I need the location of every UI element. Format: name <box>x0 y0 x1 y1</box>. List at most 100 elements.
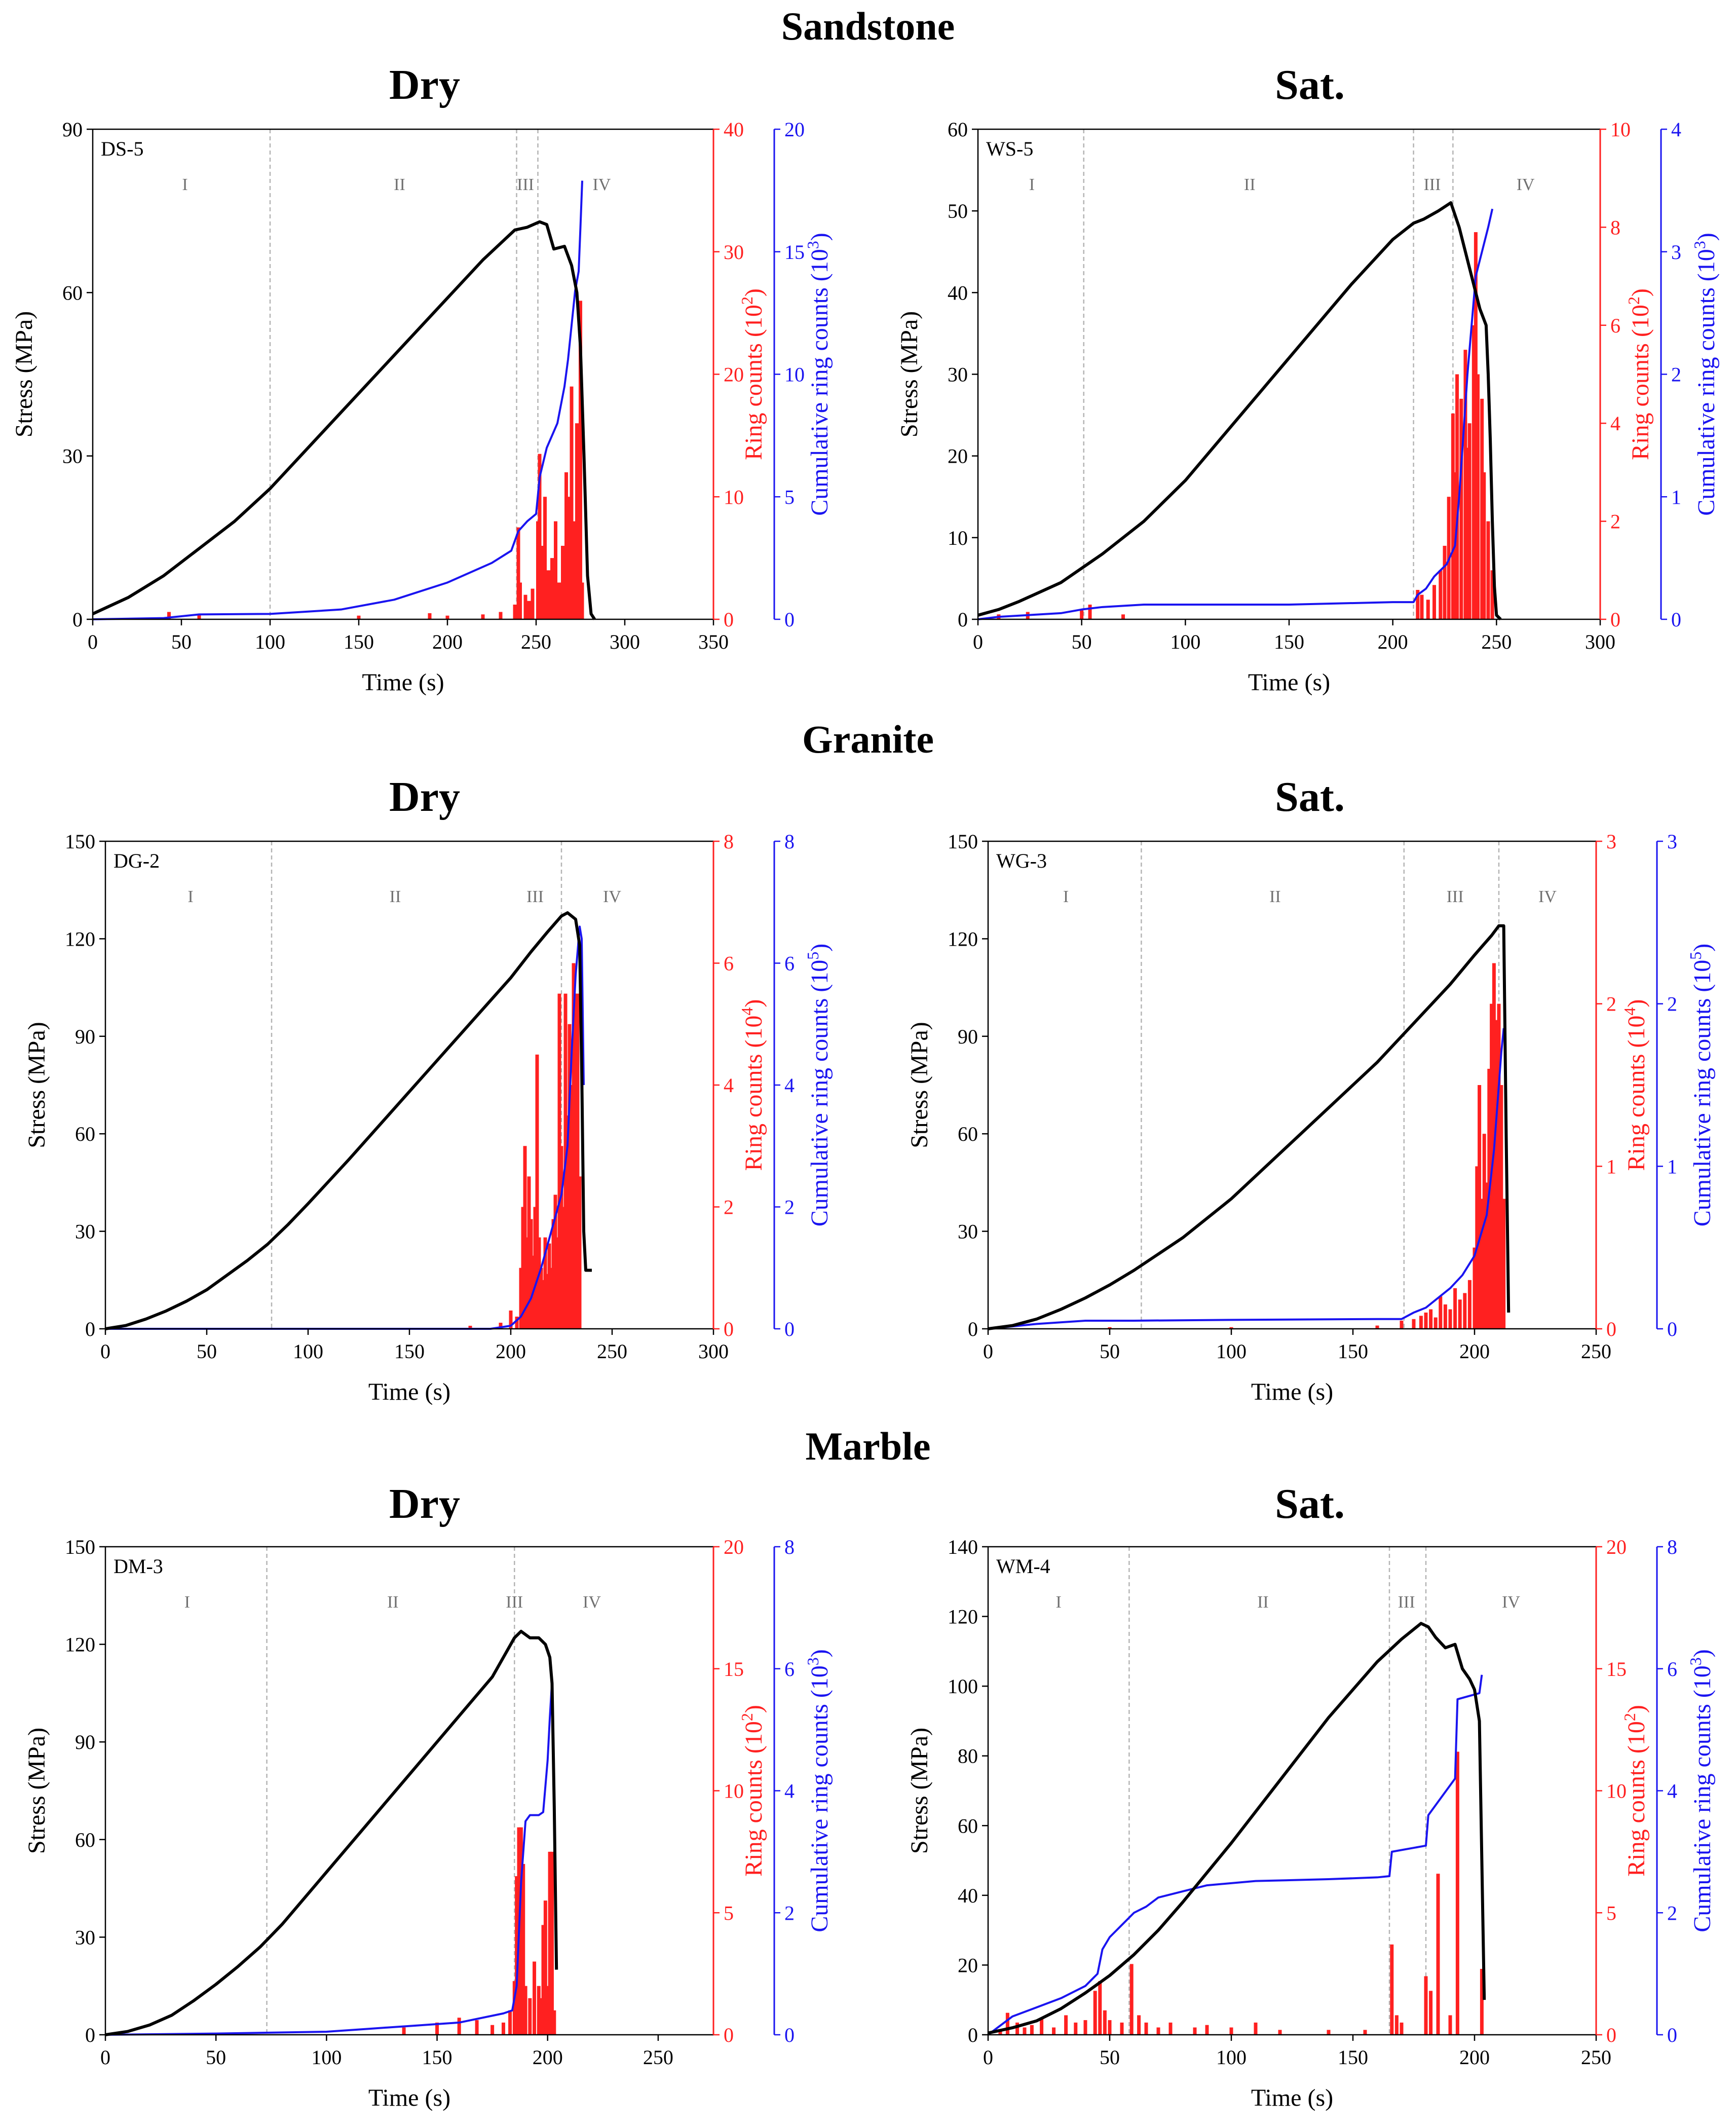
ring-tick-label: 8 <box>1610 216 1620 239</box>
cumulative-ring-counts-line <box>92 180 583 620</box>
ring-count-bar <box>1229 2027 1233 2035</box>
ring-count-bar <box>1419 1316 1423 1329</box>
cumulative-tick-label: 0 <box>784 1318 795 1340</box>
stage-label: IV <box>1517 175 1535 194</box>
ring-count-bar <box>557 582 561 619</box>
ring-tick-label: 0 <box>724 608 734 631</box>
ring-count-bar <box>521 1207 525 1329</box>
y-axis-title: Stress (MPa) <box>11 311 37 437</box>
condition-title: Sat. <box>1275 61 1345 108</box>
ring-count-bar <box>575 423 579 619</box>
ring-count-bar <box>475 2020 479 2035</box>
sample-label: WS-5 <box>986 137 1033 160</box>
y-tick-label: 60 <box>75 1829 95 1851</box>
y-tick-label: 60 <box>958 1814 978 1837</box>
condition-title-marble-dry: Dry <box>389 1480 460 1527</box>
ring-count-bar <box>1499 1085 1503 1329</box>
ring-tick-label: 15 <box>724 1658 744 1681</box>
y-tick-label: 10 <box>948 527 968 549</box>
ring-count-bar <box>490 2025 495 2035</box>
y-tick-label: 100 <box>948 1675 978 1698</box>
ring-count-bar <box>499 1322 503 1329</box>
x-tick-label: 0 <box>983 2046 993 2069</box>
ring-count-bar <box>576 993 580 1329</box>
ring-count-bar <box>543 1900 547 2035</box>
ring-count-bar <box>1476 374 1480 619</box>
x-tick-label: 150 <box>1338 2046 1368 2069</box>
ring-count-bar <box>554 521 557 619</box>
ring-count-bar <box>516 527 520 619</box>
cumulative-axis-exponent: 5 <box>804 952 822 960</box>
stage-label: IV <box>1502 1593 1520 1612</box>
ring-count-bar <box>546 1986 550 2035</box>
sample-label: WM-4 <box>996 1555 1050 1578</box>
condition-title-granite-sat: Sat. <box>1275 773 1345 820</box>
ring-count-bar <box>1439 1296 1443 1329</box>
ring-count-bar <box>548 1851 552 2035</box>
cumulative-axis-paren: ) <box>806 233 833 241</box>
y-tick-label: 20 <box>948 445 968 468</box>
ring-count-bar <box>1254 2022 1258 2035</box>
cumulative-ring-counts-line <box>977 208 1494 620</box>
ring-count-bar <box>513 604 517 619</box>
ring-tick-label: 0 <box>1606 2024 1616 2046</box>
condition-title-marble-sat: Sat. <box>1275 1480 1345 1527</box>
ring-count-bar <box>579 301 582 619</box>
condition-title-granite-dry: Dry <box>389 773 460 820</box>
ring-count-bar <box>435 2022 439 2035</box>
cumulative-axis-exponent: 3 <box>804 1657 822 1665</box>
ring-tick-label: 20 <box>1606 1536 1627 1558</box>
ring-count-bar <box>1137 2015 1141 2035</box>
stage-label: I <box>1029 175 1035 194</box>
cumulative-tick-label: 10 <box>784 363 805 386</box>
y-tick-label: 150 <box>65 1536 95 1558</box>
y-tick-label: 30 <box>948 363 968 386</box>
cumulative-axis-paren: ) <box>1689 1649 1716 1657</box>
ring-count-bar <box>1451 413 1455 619</box>
y-tick-label: 90 <box>75 1731 95 1753</box>
y-tick-label: 40 <box>958 1884 978 1907</box>
cumulative-axis-title: Cumulative ring counts (105) <box>1686 944 1716 1227</box>
cumulative-tick-label: 5 <box>784 486 795 508</box>
sample-label: DM-3 <box>114 1555 163 1578</box>
ring-count-bar <box>533 1961 537 2035</box>
y-tick-label: 120 <box>65 927 95 950</box>
x-tick-label: 0 <box>88 630 98 653</box>
ring-count-bar <box>549 1267 553 1329</box>
ring-tick-label: 1 <box>1606 1155 1616 1178</box>
x-tick-label: 250 <box>1481 630 1512 653</box>
ring-count-bar <box>1480 1199 1484 1329</box>
ring-count-bar <box>1144 2022 1148 2035</box>
ring-count-bar <box>1400 2022 1404 2035</box>
ring-count-bar <box>1040 2018 1044 2035</box>
y-axis-title: Stress (MPa) <box>23 1022 50 1148</box>
ring-count-bar <box>512 1981 516 2035</box>
y-tick-label: 140 <box>948 1536 978 1558</box>
x-tick-label: 50 <box>206 2046 226 2069</box>
ring-axis-exponent: 4 <box>1620 1007 1639 1016</box>
y-tick-label: 0 <box>85 1318 95 1340</box>
x-tick-label: 200 <box>1378 630 1408 653</box>
cumulative-tick-label: 8 <box>784 830 795 853</box>
ring-count-bar <box>537 1237 541 1329</box>
condition-title-sandstone-dry: Dry <box>389 61 460 108</box>
ring-count-bar <box>1448 1309 1452 1329</box>
row-label-sandstone: Sandstone <box>781 4 955 48</box>
ring-tick-label: 30 <box>724 241 744 264</box>
ring-count-bar <box>543 497 547 619</box>
cumulative-tick-label: 0 <box>784 608 795 631</box>
stage-label: IV <box>603 887 621 906</box>
ring-tick-label: 40 <box>724 118 744 141</box>
ring-count-bar <box>508 2010 512 2035</box>
ring-count-bar <box>1168 2022 1173 2035</box>
y-tick-label: 0 <box>968 1318 978 1340</box>
cumulative-axis-paren: ) <box>1689 944 1716 952</box>
ring-axis-paren: ) <box>1623 1705 1650 1713</box>
ring-tick-label: 8 <box>724 830 734 853</box>
ring-tick-label: 6 <box>1610 314 1620 337</box>
cumulative-tick-label: 2 <box>1671 363 1681 386</box>
ring-axis-title: Ring counts (102) <box>1620 1705 1650 1877</box>
ring-count-bar <box>557 993 561 1329</box>
ring-count-bar <box>519 1267 523 1329</box>
